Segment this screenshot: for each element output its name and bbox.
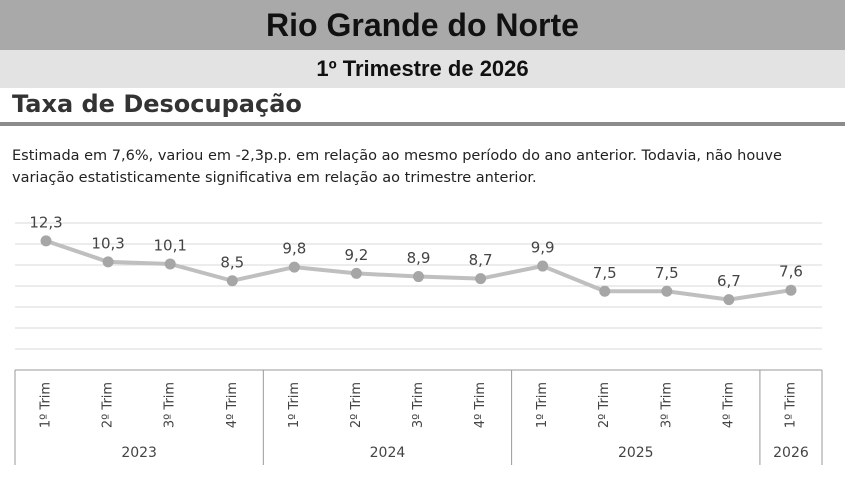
- divider: [0, 122, 845, 126]
- data-label: 8,7: [469, 251, 493, 269]
- group-label: 2025: [618, 445, 654, 461]
- group-label: 2023: [121, 445, 157, 461]
- x-tick-label: 3º Trim: [163, 382, 178, 428]
- x-tick-label: 1º Trim: [535, 382, 550, 428]
- x-tick-label: 1º Trim: [783, 382, 798, 428]
- data-point: [599, 285, 611, 297]
- data-label: 9,2: [344, 246, 368, 264]
- data-point: [350, 267, 362, 279]
- data-point: [537, 260, 549, 272]
- data-label: 9,8: [282, 240, 306, 258]
- data-label: 7,6: [779, 263, 803, 281]
- data-label: 6,7: [717, 272, 741, 290]
- data-point: [723, 294, 735, 306]
- x-tick-label: 4º Trim: [721, 382, 736, 428]
- data-point: [661, 285, 673, 297]
- x-tick-label: 2º Trim: [349, 382, 364, 428]
- chart-description: Estimada em 7,6%, variou em -2,3p.p. em …: [12, 148, 782, 186]
- x-tick-label: 2º Trim: [101, 382, 116, 428]
- data-point: [40, 235, 52, 247]
- header-subtitle: 1º Trimestre de 2026: [0, 50, 845, 88]
- data-point: [102, 256, 114, 268]
- group-label: 2024: [370, 445, 406, 461]
- data-label: 9,9: [531, 239, 555, 257]
- x-tick-label: 2º Trim: [597, 382, 612, 428]
- x-tick-label: 3º Trim: [411, 382, 426, 428]
- header-title: Rio Grande do Norte: [0, 0, 845, 50]
- x-tick-label: 1º Trim: [39, 382, 54, 428]
- chart-title: Taxa de Desocupação: [12, 90, 302, 118]
- data-label: 10,1: [153, 236, 186, 254]
- data-point: [785, 284, 797, 296]
- x-tick-label: 3º Trim: [659, 382, 674, 428]
- data-point: [413, 271, 424, 283]
- data-point: [288, 261, 300, 273]
- x-tick-label: 4º Trim: [473, 382, 488, 428]
- data-point: [164, 258, 176, 270]
- data-label: 8,5: [220, 253, 244, 271]
- data-label: 8,9: [407, 249, 431, 267]
- x-tick-label: 4º Trim: [225, 382, 240, 428]
- group-label: 2026: [773, 445, 809, 461]
- data-point: [226, 275, 238, 287]
- data-label: 12,3: [29, 213, 62, 231]
- data-label: 7,5: [593, 264, 617, 282]
- x-tick-label: 1º Trim: [287, 382, 302, 428]
- data-point: [475, 273, 487, 285]
- data-label: 7,5: [655, 264, 679, 282]
- data-label: 10,3: [91, 234, 124, 252]
